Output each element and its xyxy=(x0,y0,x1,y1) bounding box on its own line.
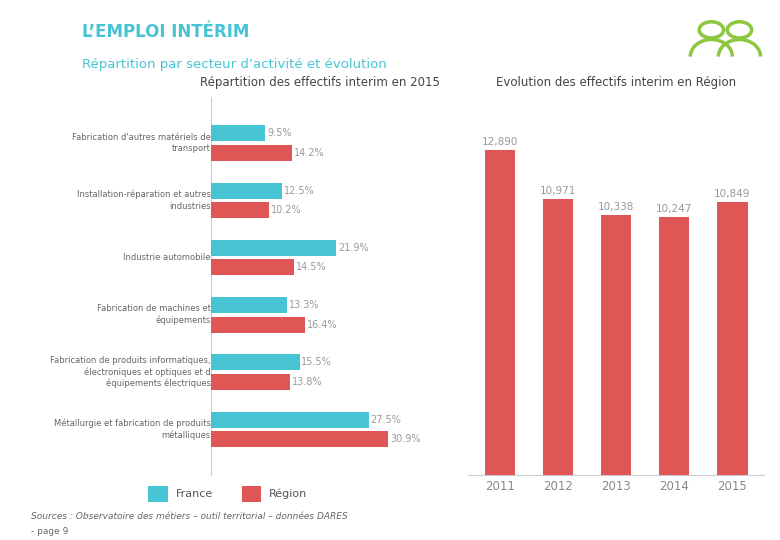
Text: 10,338: 10,338 xyxy=(598,201,634,212)
Text: Fabrication d'autres matériels de
transport: Fabrication d'autres matériels de transp… xyxy=(72,133,211,153)
Bar xyxy=(211,354,300,370)
Text: 30.9%: 30.9% xyxy=(390,434,420,444)
Text: Métallurgie et fabrication de produits
métalliques: Métallurgie et fabrication de produits m… xyxy=(54,418,211,440)
Bar xyxy=(211,259,294,275)
Bar xyxy=(211,411,369,428)
Bar xyxy=(601,215,631,475)
Text: 10,971: 10,971 xyxy=(540,186,576,195)
Text: 15.5%: 15.5% xyxy=(301,357,332,367)
Bar xyxy=(211,431,388,447)
Bar xyxy=(211,202,269,218)
Bar xyxy=(211,145,292,161)
Bar xyxy=(211,374,290,390)
Bar xyxy=(211,240,336,256)
Text: Région: Région xyxy=(269,489,307,500)
Text: 10,849: 10,849 xyxy=(714,189,750,199)
Bar xyxy=(211,316,305,333)
Text: 21.9%: 21.9% xyxy=(339,243,369,253)
Text: Répartition par secteur d’activité et évolution: Répartition par secteur d’activité et év… xyxy=(82,58,387,71)
FancyBboxPatch shape xyxy=(242,486,261,502)
Text: 16.4%: 16.4% xyxy=(307,320,337,329)
Text: Industrie automobile: Industrie automobile xyxy=(123,253,211,262)
Text: Sources : Observatoire des métiers – outil territorial – données DARES: Sources : Observatoire des métiers – out… xyxy=(31,512,348,522)
Text: - page 9: - page 9 xyxy=(31,526,69,536)
Bar xyxy=(211,183,282,199)
Text: 14.2%: 14.2% xyxy=(294,148,324,158)
Text: 10,247: 10,247 xyxy=(656,204,693,214)
Text: 14.5%: 14.5% xyxy=(296,262,326,272)
Text: 12,890: 12,890 xyxy=(482,137,518,147)
Title: Répartition des effectifs interim en 2015: Répartition des effectifs interim en 201… xyxy=(200,76,440,89)
Bar xyxy=(485,150,515,475)
Text: Fabrication de machines et
équipements: Fabrication de machines et équipements xyxy=(97,305,211,325)
Bar xyxy=(543,199,573,475)
Text: 10.2%: 10.2% xyxy=(271,205,302,215)
Text: 03: 03 xyxy=(44,38,62,51)
Text: 13.8%: 13.8% xyxy=(292,377,322,387)
Title: Evolution des effectifs interim en Région: Evolution des effectifs interim en Régio… xyxy=(496,76,736,89)
Text: Fabrication de produits informatiques,
électroniques et optiques et d
équipement: Fabrication de produits informatiques, é… xyxy=(50,356,211,388)
Text: 27.5%: 27.5% xyxy=(370,415,401,424)
Bar xyxy=(659,217,690,475)
Bar xyxy=(718,202,747,475)
Text: France: France xyxy=(176,489,213,499)
Bar xyxy=(211,125,265,141)
Text: Installation-réparation et autres
industries: Installation-réparation et autres indust… xyxy=(76,190,211,211)
Text: 13.3%: 13.3% xyxy=(289,300,319,310)
Bar xyxy=(211,297,287,313)
Text: 12.5%: 12.5% xyxy=(284,186,315,195)
Text: L’EMPLOI INTÉRIM: L’EMPLOI INTÉRIM xyxy=(82,23,250,40)
Text: 9.5%: 9.5% xyxy=(267,129,292,138)
FancyBboxPatch shape xyxy=(148,486,168,502)
